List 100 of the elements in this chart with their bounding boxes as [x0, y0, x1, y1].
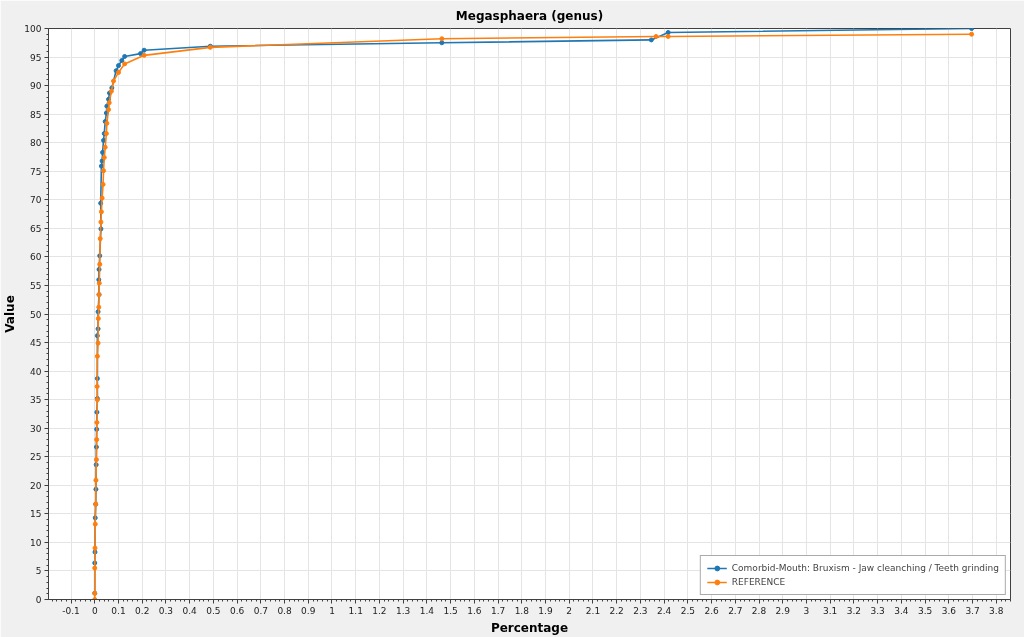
x-tick-label: 0.7 [253, 605, 268, 616]
point [115, 63, 121, 69]
y-tick-label: 70 [30, 195, 42, 206]
y-tick-label: 75 [30, 166, 42, 177]
x-tick-label: -0.1 [62, 605, 80, 616]
point [100, 149, 106, 155]
y-tick-label: 85 [30, 109, 42, 120]
point [99, 195, 105, 201]
x-tick-label: 0.3 [158, 605, 174, 616]
x-tick-label: 1.3 [396, 605, 411, 616]
x-tick-label: 2 [566, 605, 573, 616]
point [96, 304, 102, 310]
point [102, 144, 108, 150]
x-tick-label: 1.5 [443, 605, 458, 616]
point [95, 316, 101, 322]
x-tick-label: 3.5 [917, 605, 933, 616]
y-tick-label: 65 [30, 223, 42, 234]
x-tick-label: 3.2 [846, 605, 862, 616]
x-tick-label: 0 [91, 605, 98, 616]
x-tick-label: 2.8 [751, 605, 767, 616]
y-tick-label: 40 [30, 366, 42, 377]
x-tick-label: 2.2 [609, 605, 624, 616]
x-tick-label: 3.4 [894, 605, 909, 616]
x-tick-label: 0.1 [111, 605, 126, 616]
y-tick-label: 45 [30, 338, 42, 349]
y-tick-label: 30 [30, 423, 42, 434]
point [92, 565, 98, 571]
point [122, 53, 128, 59]
x-tick-label: 0.2 [135, 605, 150, 616]
point [92, 521, 98, 527]
x-tick-label: 0.8 [277, 605, 292, 616]
x-tick-label: 1.9 [538, 605, 553, 616]
x-tick-label: 0.9 [301, 605, 316, 616]
point [96, 266, 102, 272]
y-tick-label: 35 [30, 395, 42, 406]
point [439, 36, 445, 42]
point [98, 209, 104, 215]
point [94, 419, 100, 425]
point [93, 477, 99, 483]
x-tick-label: 1.6 [467, 605, 482, 616]
x-tick-label: 3.3 [870, 605, 885, 616]
point [969, 31, 975, 37]
y-tick-label: 15 [30, 509, 42, 520]
point [665, 30, 671, 35]
y-tick-label: 20 [30, 480, 42, 491]
x-tick-label: 1.7 [490, 605, 506, 616]
x-tick-label: 3 [803, 605, 810, 616]
point [439, 40, 445, 46]
x-tick-label: 3.7 [965, 605, 980, 616]
point [97, 261, 103, 267]
point [94, 353, 100, 359]
point [122, 61, 128, 67]
point [94, 384, 100, 390]
x-tick-label: 0.5 [206, 605, 221, 616]
point [119, 57, 125, 63]
x-tick-label: 2.1 [585, 605, 601, 616]
x-tick-label: 2.6 [704, 605, 720, 616]
x-tick-label: 2.4 [656, 605, 672, 616]
x-tick-label: 2.3 [633, 605, 648, 616]
y-tick-label: 55 [30, 280, 42, 291]
point [141, 47, 147, 53]
point [665, 34, 671, 39]
x-tick-label: 1.2 [372, 605, 387, 616]
point [95, 340, 101, 346]
x-tick-label: 0.4 [182, 605, 198, 616]
x-tick-label: 1.4 [419, 605, 435, 616]
point [97, 236, 103, 242]
chart-title: Megasphaera (genus) [455, 8, 604, 23]
x-tick-label: 3.6 [941, 605, 957, 616]
legend-label: REFERENCE [731, 576, 786, 588]
point [98, 163, 104, 169]
point [93, 444, 99, 450]
x-tick-label: 1 [329, 605, 335, 616]
x-tick-label: 2.9 [775, 605, 791, 616]
point [93, 457, 99, 463]
x-tick-label: 3.1 [823, 605, 838, 616]
x-axis-title: Percentage [490, 620, 569, 635]
x-tick-label: 2.7 [728, 605, 743, 616]
y-tick-label: 100 [24, 24, 42, 34]
y-tick-label: 0 [35, 595, 42, 605]
legend-label: Comorbid-Mouth: Bruxism - Jaw cleanching / Teeth grinding [731, 562, 999, 574]
point [101, 168, 107, 174]
y-tick-label: 60 [30, 252, 42, 263]
x-tick-label: 1.8 [514, 605, 530, 616]
y-tick-label: 5 [35, 566, 42, 577]
point [101, 137, 107, 143]
y-tick-label: 50 [30, 309, 42, 320]
y-tick-label: 80 [30, 138, 42, 149]
point [648, 37, 654, 43]
point [111, 78, 116, 84]
point [653, 34, 659, 39]
x-tick-label: 2.5 [680, 605, 696, 616]
y-tick-label: 10 [30, 537, 42, 548]
point [100, 181, 106, 187]
x-tick-label: 1.1 [348, 605, 363, 616]
y-tick-label: 90 [30, 81, 42, 92]
y-tick-label: 95 [30, 52, 42, 63]
point [92, 545, 98, 551]
y-axis-title: Value [3, 295, 18, 333]
x-tick-label: 3.8 [989, 605, 1004, 616]
